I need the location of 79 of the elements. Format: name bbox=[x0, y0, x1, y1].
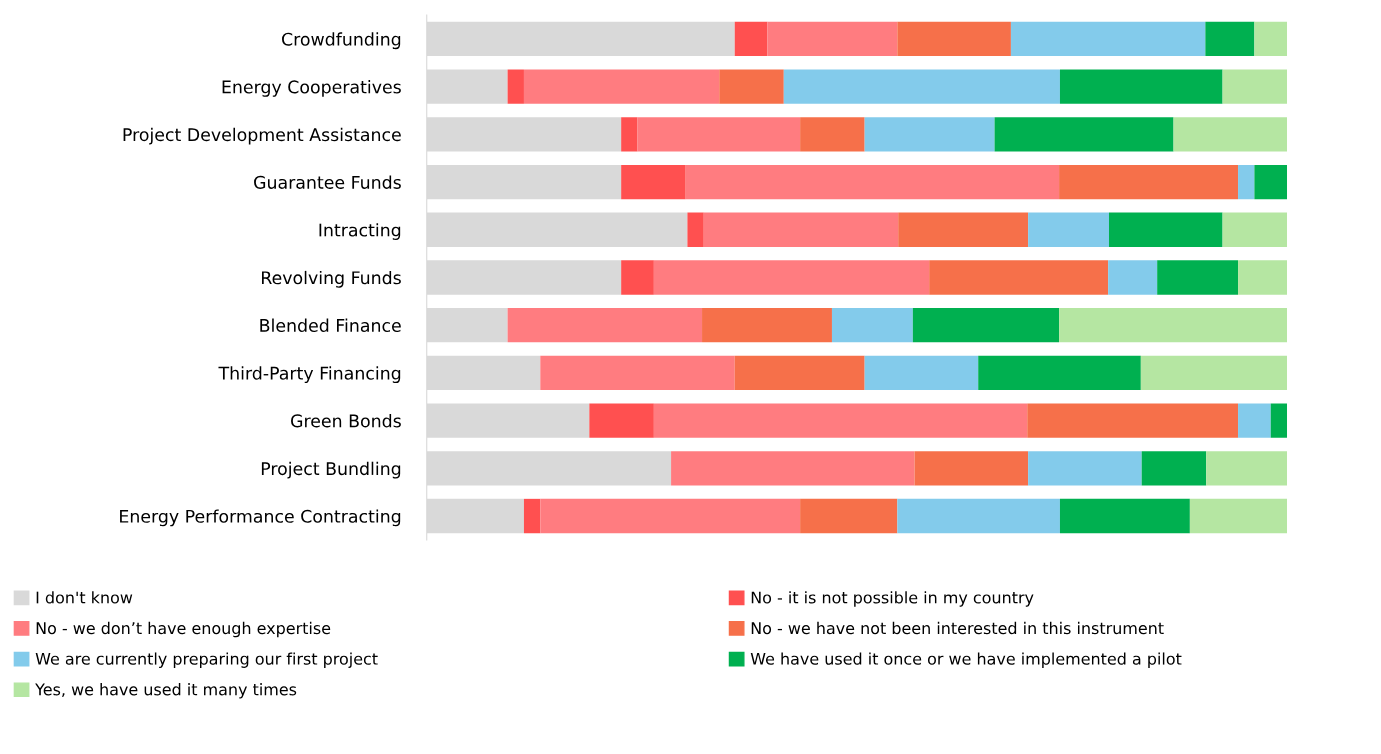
bar bbox=[864, 117, 995, 152]
bar bbox=[507, 308, 703, 343]
bar bbox=[1010, 21, 1206, 57]
bar bbox=[897, 498, 1060, 534]
bar bbox=[1222, 212, 1288, 247]
bar bbox=[1059, 164, 1239, 200]
bar bbox=[637, 117, 801, 152]
bar bbox=[719, 69, 784, 104]
legend-label: We have used it once or we have implemented a pilot bbox=[750, 652, 1182, 668]
bar bbox=[589, 403, 654, 438]
bar bbox=[540, 498, 801, 534]
bar bbox=[1206, 451, 1288, 486]
bar bbox=[507, 69, 524, 104]
bar bbox=[621, 117, 638, 152]
bar bbox=[1108, 260, 1158, 295]
legend-label: We are currently preparing our first project bbox=[35, 652, 378, 668]
bar bbox=[1254, 21, 1288, 57]
bar bbox=[994, 117, 1174, 152]
legend-label: No - it is not possible in my country bbox=[751, 591, 1034, 607]
bar bbox=[1238, 164, 1255, 200]
bar bbox=[1109, 212, 1223, 247]
y-tick-label: Green Bonds bbox=[291, 414, 401, 428]
bar bbox=[734, 355, 865, 391]
bar bbox=[864, 355, 979, 391]
y-tick-label: Intracting bbox=[319, 223, 401, 240]
y-tick-label: Third-Party Financing bbox=[218, 366, 401, 384]
bar bbox=[1027, 403, 1239, 438]
bar bbox=[1189, 498, 1288, 534]
bar bbox=[734, 21, 768, 57]
y-tick-label: Project Bundling bbox=[261, 461, 401, 479]
legend-label: No - we don’t have enough expertise bbox=[36, 621, 331, 638]
bar bbox=[1270, 403, 1288, 438]
y-tick-label: Project Development Assistance bbox=[123, 127, 401, 145]
legend-label: No - we have not been interested in this instrument bbox=[751, 621, 1164, 635]
bar bbox=[1059, 308, 1288, 343]
bar bbox=[653, 403, 1028, 438]
legend-label: Yes, we have used it many times bbox=[35, 683, 297, 699]
bar bbox=[1254, 164, 1288, 200]
bar bbox=[1028, 212, 1109, 247]
bar bbox=[621, 164, 686, 200]
bar bbox=[540, 355, 735, 391]
bar bbox=[523, 498, 541, 534]
bar bbox=[914, 451, 1029, 486]
bar bbox=[800, 117, 865, 152]
bar bbox=[1205, 21, 1255, 57]
bar bbox=[978, 355, 1141, 391]
y-tick-label: Blended Finance bbox=[260, 318, 401, 333]
bar bbox=[1059, 498, 1190, 534]
y-tick-label: Revolving Funds bbox=[262, 270, 401, 288]
bar bbox=[800, 498, 898, 534]
bar bbox=[1141, 451, 1207, 486]
bar bbox=[1173, 117, 1288, 152]
bar bbox=[1157, 260, 1239, 295]
bar bbox=[703, 212, 899, 247]
bar bbox=[621, 260, 654, 295]
bar bbox=[685, 164, 1060, 200]
bar bbox=[1140, 355, 1288, 391]
y-tick-label: Crowdfunding bbox=[282, 32, 401, 50]
bar bbox=[1028, 451, 1142, 486]
bar bbox=[767, 21, 898, 57]
legend-label: I don't know bbox=[36, 591, 133, 604]
bar bbox=[912, 308, 1060, 343]
bar bbox=[1238, 403, 1271, 438]
bar bbox=[897, 21, 1011, 57]
bar bbox=[671, 451, 915, 486]
bar bbox=[1059, 69, 1223, 104]
y-tick-label: Guarantee Funds bbox=[254, 175, 401, 189]
bar bbox=[929, 260, 1109, 295]
y-tick-label: Energy Cooperatives bbox=[222, 80, 401, 97]
bar bbox=[687, 212, 704, 247]
y-tick-label: Energy Performance Contracting bbox=[120, 509, 401, 527]
bar bbox=[653, 260, 930, 295]
bar bbox=[898, 212, 1029, 247]
bar bbox=[831, 308, 913, 343]
bar bbox=[1222, 69, 1288, 104]
bar bbox=[702, 308, 832, 343]
bar bbox=[523, 69, 720, 104]
bar bbox=[783, 69, 1060, 104]
bar bbox=[1238, 260, 1288, 295]
